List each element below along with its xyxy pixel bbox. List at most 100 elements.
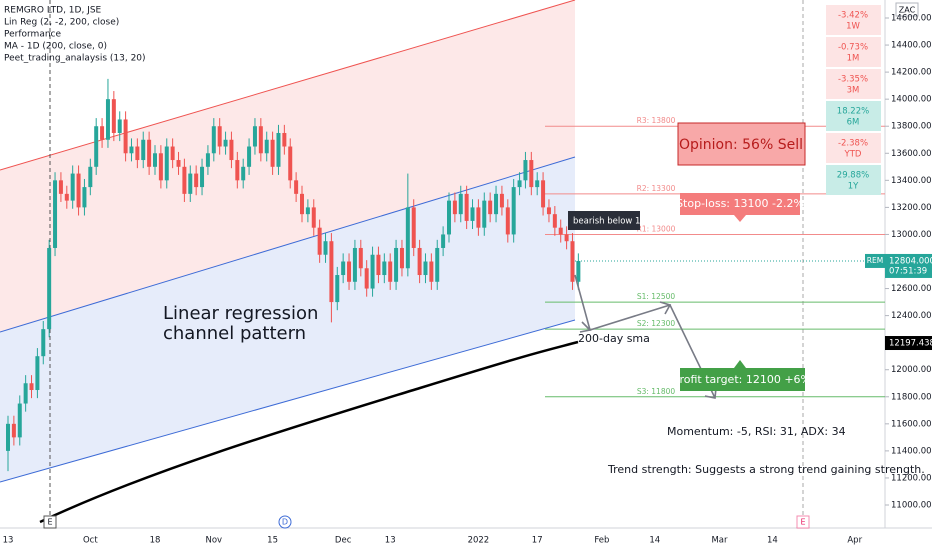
- candle-body: [217, 126, 222, 147]
- y-tick-label: 14200.00: [891, 68, 932, 78]
- candle-body: [94, 126, 99, 167]
- pivot-label: S1: 12500: [637, 292, 676, 301]
- candle-body: [200, 166, 205, 188]
- candle-body: [264, 139, 269, 154]
- candle-body: [300, 193, 304, 215]
- header-line: Peet_trading_analaysis (13, 20): [4, 54, 146, 64]
- candle-body: [570, 241, 575, 282]
- candle-body: [358, 247, 363, 269]
- candle-body: [58, 180, 63, 194]
- performance-cell: [826, 101, 881, 131]
- x-tick-label: Feb: [594, 536, 609, 546]
- upper-channel-fill: [0, 0, 575, 332]
- candle-body: [170, 146, 175, 161]
- candle-body: [429, 261, 434, 282]
- y-tick-label: 13200.00: [891, 203, 932, 213]
- candle-body: [111, 99, 116, 133]
- candle-body: [164, 146, 169, 181]
- currency: ZAC: [899, 6, 916, 15]
- header-line: REMGRO LTD, 1D, JSE: [4, 6, 102, 16]
- y-tick-label: 13000.00: [891, 230, 932, 240]
- annotation: channel pattern: [163, 323, 306, 344]
- candle-body: [423, 261, 428, 276]
- candle-body: [117, 119, 122, 133]
- candle-body: [88, 166, 93, 188]
- y-tick-label: 12400.00: [891, 311, 932, 321]
- candle-body: [176, 160, 181, 167]
- last-price-time: 07:51:39: [889, 266, 927, 276]
- candle-body: [558, 227, 563, 235]
- candle-body: [458, 193, 463, 215]
- performance-period: 6M: [847, 118, 860, 128]
- candle-body: [505, 207, 510, 235]
- candle-body: [311, 207, 316, 228]
- candle-body: [153, 153, 157, 167]
- lower-channel-line: [0, 319, 576, 483]
- candle-body: [229, 139, 234, 161]
- candle-body: [123, 119, 128, 154]
- arrow-head: [659, 301, 672, 315]
- candle-body: [541, 180, 546, 208]
- performance-cell: [826, 37, 881, 67]
- candle-body: [35, 356, 40, 391]
- y-tick-label: 13600.00: [891, 149, 932, 159]
- candle-body: [247, 146, 252, 167]
- performance-change: -3.42%: [838, 11, 868, 21]
- pointer: [734, 215, 746, 222]
- profit-target-box: [680, 368, 805, 391]
- candle-body: [270, 139, 275, 167]
- candle-body: [476, 207, 481, 228]
- header-line: Lin Reg (2, -2, 200, close): [4, 18, 119, 28]
- performance-cell: [826, 5, 881, 35]
- candle-body: [441, 234, 446, 248]
- candle-body: [82, 187, 87, 208]
- y-tick-label: 11600.00: [891, 419, 932, 429]
- candle-body: [529, 160, 534, 188]
- earnings-marker[interactable]: [796, 515, 810, 529]
- opinion: Opinion: 56% Sell: [679, 137, 803, 153]
- candle-body: [23, 383, 28, 404]
- candle-body: [535, 180, 540, 188]
- dividend-label: D: [282, 518, 288, 527]
- last-price-tag: [865, 253, 885, 268]
- candle-body: [523, 160, 528, 181]
- y-tick-label: 14000.00: [891, 95, 932, 105]
- candle-body: [235, 160, 240, 181]
- arrow-head: [579, 321, 592, 333]
- candle-body: [258, 126, 263, 154]
- x-tick-label: Nov: [206, 536, 223, 546]
- performance-period: 1M: [847, 54, 860, 64]
- dividend-marker[interactable]: [278, 515, 292, 529]
- candle-body: [470, 207, 475, 221]
- earnings-label: E: [800, 518, 805, 527]
- y-tick-label: 11200.00: [891, 473, 932, 483]
- stop-loss: Stop-loss: 13100 -2.2%: [676, 197, 804, 210]
- candle-body: [205, 153, 210, 167]
- candle-body: [511, 187, 516, 235]
- performance-period: 1Y: [848, 182, 859, 192]
- candle-body: [141, 139, 146, 161]
- candle-body: [17, 403, 22, 438]
- earnings-marker[interactable]: [43, 515, 57, 529]
- x-tick-label: 14: [767, 536, 778, 546]
- candle-body: [576, 260, 581, 282]
- annotation: 200-day sma: [578, 332, 650, 345]
- currency-box: [895, 2, 919, 17]
- performance-change: 29.88%: [837, 171, 869, 181]
- x-tick-label: 13: [3, 536, 14, 546]
- candle-body: [564, 234, 569, 242]
- x-tick-label: 15: [267, 536, 278, 546]
- performance-change: -0.73%: [838, 43, 868, 53]
- candle-body: [29, 383, 34, 391]
- candle-body: [499, 193, 504, 208]
- candle-body: [382, 261, 387, 276]
- candle-body: [335, 275, 340, 303]
- last-price-box: [885, 253, 932, 278]
- x-tick-label: 18: [150, 536, 161, 546]
- mid-channel-line: [0, 156, 576, 333]
- annotation: Linear regression: [163, 303, 318, 324]
- annotation: Trend strength: Suggests a strong trend …: [607, 463, 925, 476]
- y-tick-label: 13400.00: [891, 176, 932, 186]
- y-tick-label: 14600.00: [891, 14, 932, 24]
- x-tick-label: Oct: [83, 536, 98, 546]
